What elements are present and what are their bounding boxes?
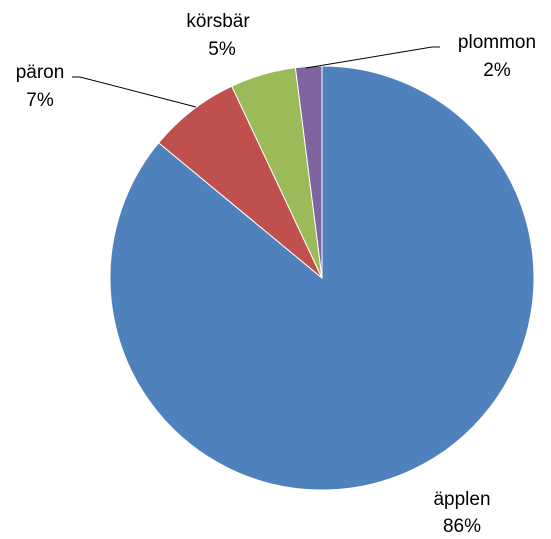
leader-line	[72, 76, 197, 108]
leader-line	[305, 46, 440, 69]
slice-value-label: 5%	[208, 39, 236, 60]
slice-label: päron	[16, 62, 65, 83]
slice-value-label: 86%	[443, 516, 481, 537]
slice-value-label: 7%	[26, 90, 54, 111]
slice-label: äpplen	[433, 489, 490, 510]
slice-label: körsbär	[186, 11, 250, 32]
slice-value-label: 2%	[483, 60, 511, 81]
pie-slice	[294, 65, 323, 279]
slice-label: plommon	[458, 32, 536, 53]
